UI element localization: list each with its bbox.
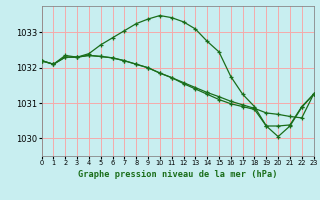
X-axis label: Graphe pression niveau de la mer (hPa): Graphe pression niveau de la mer (hPa) [78, 170, 277, 179]
